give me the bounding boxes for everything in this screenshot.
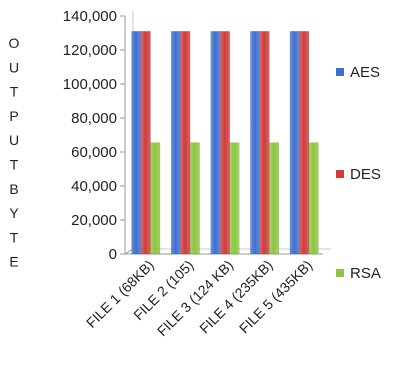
x-category-label: FILE 5 (435KB) (236, 257, 316, 337)
bar-aes (170, 31, 181, 255)
bar-rsa (189, 142, 200, 255)
bar-aes (250, 31, 261, 255)
bar-aes (289, 31, 300, 255)
y-tick-label: 140,000 (63, 8, 117, 25)
legend-label-aes: AES (350, 64, 380, 81)
y-tick-label: 0 (109, 246, 117, 263)
bar-des (259, 31, 270, 255)
y-tick-label: 120,000 (63, 42, 117, 59)
y-tick-label: 100,000 (63, 76, 117, 93)
y-axis-label-letter: Y (9, 205, 19, 221)
bar-rsa (229, 142, 240, 255)
bar-des (140, 31, 151, 255)
y-axis-label-letter: O (9, 35, 20, 51)
bar-rsa (269, 142, 280, 255)
y-axis-label-letter: T (10, 84, 19, 100)
y-axis-label-letter: T (10, 229, 19, 245)
y-axis-label-letter: U (9, 132, 19, 148)
bar-aes (131, 31, 142, 255)
legend-label-des: DES (350, 166, 381, 183)
bar-des (180, 31, 191, 255)
legend-swatch-aes (336, 68, 344, 76)
y-tick-label: 40,000 (71, 178, 117, 195)
bar-des (220, 31, 230, 255)
y-axis-label-letter: B (9, 181, 18, 197)
legend-swatch-rsa (336, 269, 344, 277)
x-category-label: FILE 1 (68KB) (83, 257, 157, 331)
bar-rsa (308, 142, 319, 255)
legend-label-rsa: RSA (350, 265, 381, 282)
y-axis-label-letter: P (9, 108, 18, 124)
bar-aes (210, 31, 221, 255)
bar-rsa (150, 142, 161, 255)
y-tick-label: 20,000 (71, 212, 117, 229)
y-tick-label: 80,000 (71, 110, 117, 127)
y-axis-label-letter: E (9, 254, 18, 270)
legend-swatch-des (336, 170, 344, 178)
bar-des (299, 31, 310, 255)
y-axis-label-letter: U (9, 59, 19, 75)
y-axis-label-letter: T (10, 157, 19, 173)
y-tick-label: 60,000 (71, 144, 117, 161)
